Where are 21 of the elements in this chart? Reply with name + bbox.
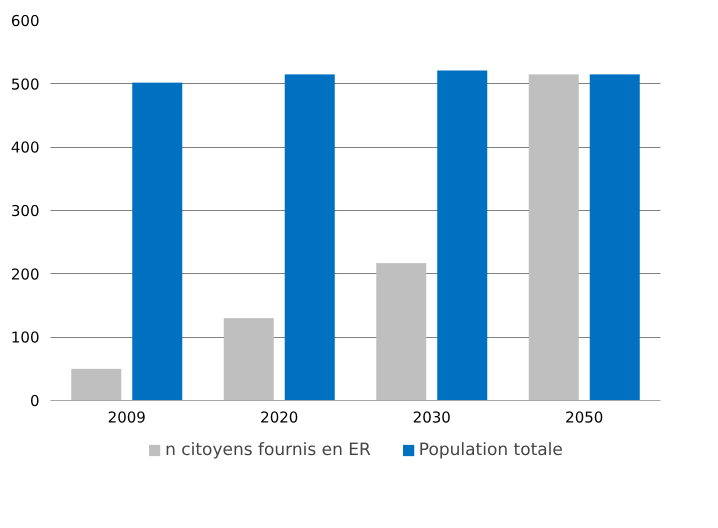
bar — [284, 74, 335, 400]
legend-label: Population totale — [418, 440, 563, 460]
bar — [590, 74, 640, 400]
x-tick-label: 2020 — [260, 408, 298, 426]
bar — [224, 318, 274, 400]
bar — [71, 368, 122, 400]
y-tick-label: 300 — [10, 202, 40, 220]
bar — [376, 263, 426, 400]
bar — [437, 70, 488, 400]
legend-label: n citoyens fournis en ER — [165, 440, 371, 460]
bar — [528, 74, 579, 400]
y-tick-label: 200 — [10, 265, 40, 284]
x-tick-label: 2050 — [565, 408, 604, 426]
y-tick-label: 0 — [30, 392, 40, 410]
y-tick-label: 400 — [10, 138, 40, 157]
bar — [132, 82, 182, 400]
y-tick-label: 100 — [10, 328, 40, 347]
y-tick-label: 500 — [10, 75, 40, 94]
x-tick-label: 2009 — [108, 408, 146, 426]
x-tick-label: 2030 — [412, 408, 451, 426]
y-tick-label: 600 — [10, 12, 40, 30]
